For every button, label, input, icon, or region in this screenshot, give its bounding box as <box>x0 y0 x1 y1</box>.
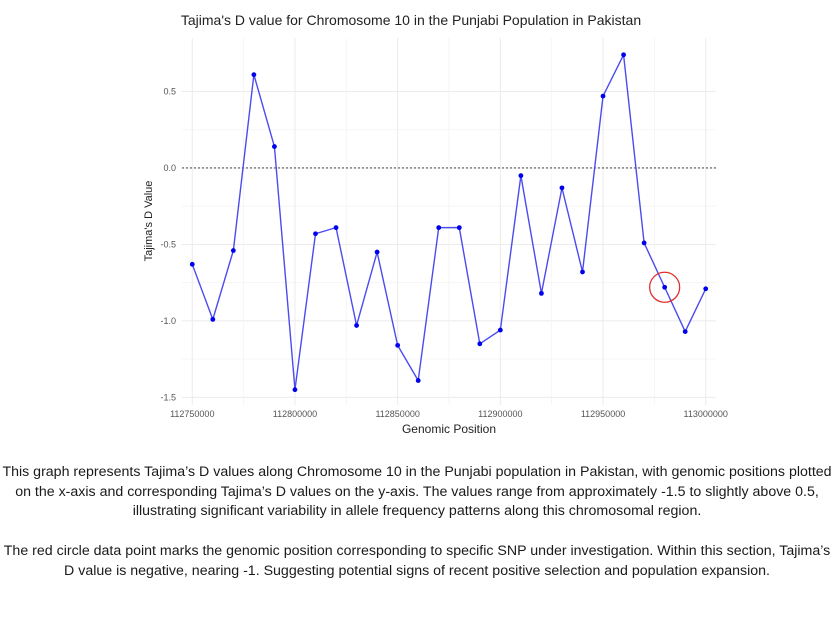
data-point <box>600 93 606 99</box>
data-point <box>415 378 421 383</box>
data-point <box>333 225 339 231</box>
data-point <box>272 144 277 149</box>
data-point <box>354 323 359 328</box>
data-point <box>230 248 236 253</box>
caption-paragraph-1: This graph represents Tajima’s D values … <box>0 463 834 522</box>
caption-text-1: This graph represents Tajima’s D values … <box>2 464 832 519</box>
data-point <box>518 173 524 179</box>
x-tick-label: 112800000 <box>273 409 317 419</box>
x-tick-label: 112900000 <box>478 409 522 419</box>
data-points <box>189 52 709 393</box>
x-tick-label: 112850000 <box>375 409 419 419</box>
data-point <box>703 286 709 292</box>
x-axis-ticks: 112750000 112800000 112850000 112900000 1129… <box>170 409 728 419</box>
data-point <box>682 329 688 334</box>
x-axis-label: Genomic Position <box>402 422 496 436</box>
data-point <box>251 72 257 78</box>
data-point <box>580 269 585 275</box>
y-tick-label: -0.5 <box>160 239 176 249</box>
caption-paragraph-2: The red circle data point marks the geno… <box>0 542 834 581</box>
data-point <box>621 52 626 58</box>
data-point <box>559 185 565 191</box>
data-point <box>313 231 318 237</box>
y-tick-label: -1.5 <box>160 392 176 402</box>
highlight-circle <box>649 271 681 303</box>
data-point <box>477 341 483 347</box>
x-tick-label: 112950000 <box>581 409 625 419</box>
data-point <box>374 249 380 255</box>
data-point <box>210 316 216 322</box>
data-point <box>189 261 195 267</box>
series-line <box>191 52 707 390</box>
x-tick-label: 112750000 <box>170 409 214 419</box>
chart-title: Tajima's D value for Chromosome 10 in th… <box>181 12 641 28</box>
y-tick-label: 0.0 <box>163 163 176 173</box>
data-point <box>436 225 442 231</box>
x-tick-label: 113000000 <box>684 409 728 419</box>
y-tick-label: 0.5 <box>163 87 176 97</box>
data-point <box>292 387 298 393</box>
data-point <box>456 225 462 231</box>
data-point <box>497 327 503 333</box>
chart: Tajima's D value for Chromosome 10 in th… <box>143 12 728 436</box>
data-point <box>395 342 401 348</box>
caption-text-2: The red circle data point marks the geno… <box>3 543 831 579</box>
grid <box>182 38 716 405</box>
y-axis-ticks: -1.5 -1.0 -0.5 0.0 0.5 <box>160 87 176 403</box>
data-point <box>539 290 544 296</box>
data-point <box>641 240 647 246</box>
y-tick-label: -1.0 <box>160 316 176 326</box>
y-axis-label: Tajima's D Value <box>143 181 155 262</box>
data-point <box>662 284 668 290</box>
